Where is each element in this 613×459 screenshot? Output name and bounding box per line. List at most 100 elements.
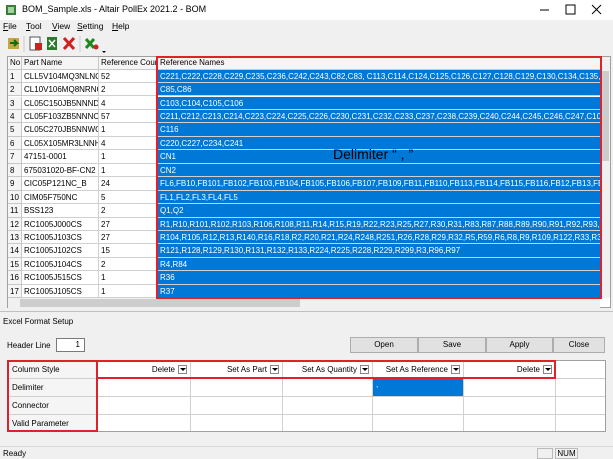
grid-cell[interactable]: [556, 397, 605, 415]
table-cell[interactable]: 1: [99, 123, 158, 137]
grid-cell[interactable]: [98, 379, 191, 397]
table-cell[interactable]: 1: [99, 150, 158, 164]
table-cell[interactable]: 4: [99, 136, 158, 151]
table-cell[interactable]: 2: [99, 257, 158, 272]
table-cell[interactable]: 1: [99, 284, 158, 299]
table-cell[interactable]: 4: [99, 96, 158, 110]
status-bar: Ready NUM: [0, 446, 613, 459]
table-cell[interactable]: 27: [99, 231, 158, 245]
grid-cell[interactable]: [556, 415, 605, 431]
table-cell[interactable]: CL05X105MR3LNNH: [22, 136, 99, 151]
table-cell[interactable]: 15: [99, 244, 158, 258]
table-cell[interactable]: CL10V106MQ8NRNC: [22, 83, 99, 97]
grid-cell[interactable]: [191, 397, 283, 415]
button[interactable]: Apply: [486, 337, 553, 353]
row-number[interactable]: 17: [8, 284, 22, 299]
table-cell[interactable]: 27: [99, 217, 158, 231]
window-controls[interactable]: [535, 0, 613, 20]
row-number[interactable]: 1: [8, 69, 22, 84]
menu-item[interactable]: File: [3, 21, 17, 31]
table-cell[interactable]: CIM05F750NC: [22, 190, 99, 205]
header-line-input[interactable]: 1: [56, 338, 85, 352]
table-cell[interactable]: 5: [99, 190, 158, 205]
menu-item[interactable]: Help: [112, 21, 130, 31]
tool-icon[interactable]: [62, 36, 76, 51]
table-cell[interactable]: CL05C270JB5NNWC: [22, 123, 99, 137]
grid-cell[interactable]: [283, 379, 373, 397]
horizontal-scrollbar[interactable]: [8, 298, 600, 308]
table-cell[interactable]: 2: [99, 83, 158, 97]
row-number[interactable]: 9: [8, 177, 22, 191]
row-number[interactable]: 16: [8, 271, 22, 285]
table-cell[interactable]: 675031020-BF-CN2: [22, 163, 99, 178]
menu-item[interactable]: Tool: [26, 21, 42, 31]
row-number[interactable]: 14: [8, 244, 22, 258]
table-cell[interactable]: RC1005J104CS: [22, 257, 99, 272]
table-cell[interactable]: 24: [99, 177, 158, 191]
table-cell[interactable]: 1: [99, 163, 158, 178]
dropdown-arrow[interactable]: [360, 365, 369, 374]
row-number[interactable]: 3: [8, 96, 22, 110]
scroll-thumb[interactable]: [20, 299, 300, 307]
button[interactable]: Close: [553, 337, 605, 353]
tool-icon[interactable]: [8, 38, 20, 49]
dropdown-arrow[interactable]: [543, 365, 552, 374]
grid-cell[interactable]: [373, 415, 464, 431]
table-cell[interactable]: 2: [99, 204, 158, 218]
tool-icon[interactable]: [29, 36, 42, 51]
scroll-thumb[interactable]: [601, 71, 609, 161]
table-cell[interactable]: RC1005J105CS: [22, 284, 99, 299]
row-number[interactable]: 6: [8, 136, 22, 151]
menu-item[interactable]: Setting: [77, 21, 104, 31]
highlight-box: [156, 56, 602, 299]
grid-cell[interactable]: [464, 415, 556, 431]
row-number[interactable]: 10: [8, 190, 22, 205]
column-header[interactable]: Reference Count: [99, 57, 158, 70]
table-cell[interactable]: 52: [99, 69, 158, 84]
delimiter-input[interactable]: ,: [373, 379, 464, 397]
grid-cell[interactable]: [373, 397, 464, 415]
table-cell[interactable]: RC1005J000CS: [22, 217, 99, 231]
table-cell[interactable]: 47151-0001: [22, 150, 99, 164]
dropdown-arrow[interactable]: [270, 365, 279, 374]
menu-item[interactable]: View: [52, 21, 71, 31]
table-cell[interactable]: RC1005J103CS: [22, 231, 99, 245]
table-cell[interactable]: RC1005J515CS: [22, 271, 99, 285]
dropdown-arrow[interactable]: [451, 365, 460, 374]
table-cell[interactable]: 57: [99, 109, 158, 124]
grid-cell[interactable]: [98, 397, 191, 415]
column-header[interactable]: Part Name: [22, 57, 99, 70]
vertical-scrollbar[interactable]: [600, 57, 610, 298]
grid-cell[interactable]: [464, 379, 556, 397]
row-number[interactable]: 13: [8, 231, 22, 245]
button[interactable]: Save: [418, 337, 486, 353]
table-cell[interactable]: RC1005J102CS: [22, 244, 99, 258]
table-cell[interactable]: CL05C150JB5NNND: [22, 96, 99, 110]
dropdown-arrow[interactable]: [178, 365, 187, 374]
row-number[interactable]: 5: [8, 123, 22, 137]
grid-cell[interactable]: [191, 415, 283, 431]
table-cell[interactable]: CIC05P121NC_B: [22, 177, 99, 191]
table-cell[interactable]: CL05F103ZB5NNNC_B: [22, 109, 99, 124]
column-header[interactable]: No: [8, 57, 22, 70]
grid-cell[interactable]: [191, 379, 283, 397]
tool-icon[interactable]: [47, 37, 57, 50]
grid-cell[interactable]: [283, 415, 373, 431]
button[interactable]: Open: [350, 337, 418, 353]
grid-cell[interactable]: [556, 379, 605, 397]
row-number[interactable]: 11: [8, 204, 22, 218]
row-number[interactable]: 8: [8, 163, 22, 178]
row-number[interactable]: 4: [8, 109, 22, 124]
grid-cell[interactable]: [98, 415, 191, 431]
row-number[interactable]: 7: [8, 150, 22, 164]
tool-icon[interactable]: [84, 38, 106, 53]
row-number[interactable]: 15: [8, 257, 22, 272]
title-bar: BOM_Sample.xls - Altair PollEx 2021.2 - …: [0, 0, 613, 20]
table-cell[interactable]: CLL5V104MQ3NLNC: [22, 69, 99, 84]
table-cell[interactable]: BSS123: [22, 204, 99, 218]
row-number[interactable]: 2: [8, 83, 22, 97]
row-number[interactable]: 12: [8, 217, 22, 231]
table-cell[interactable]: 1: [99, 271, 158, 285]
grid-cell[interactable]: [283, 397, 373, 415]
grid-cell[interactable]: [464, 397, 556, 415]
